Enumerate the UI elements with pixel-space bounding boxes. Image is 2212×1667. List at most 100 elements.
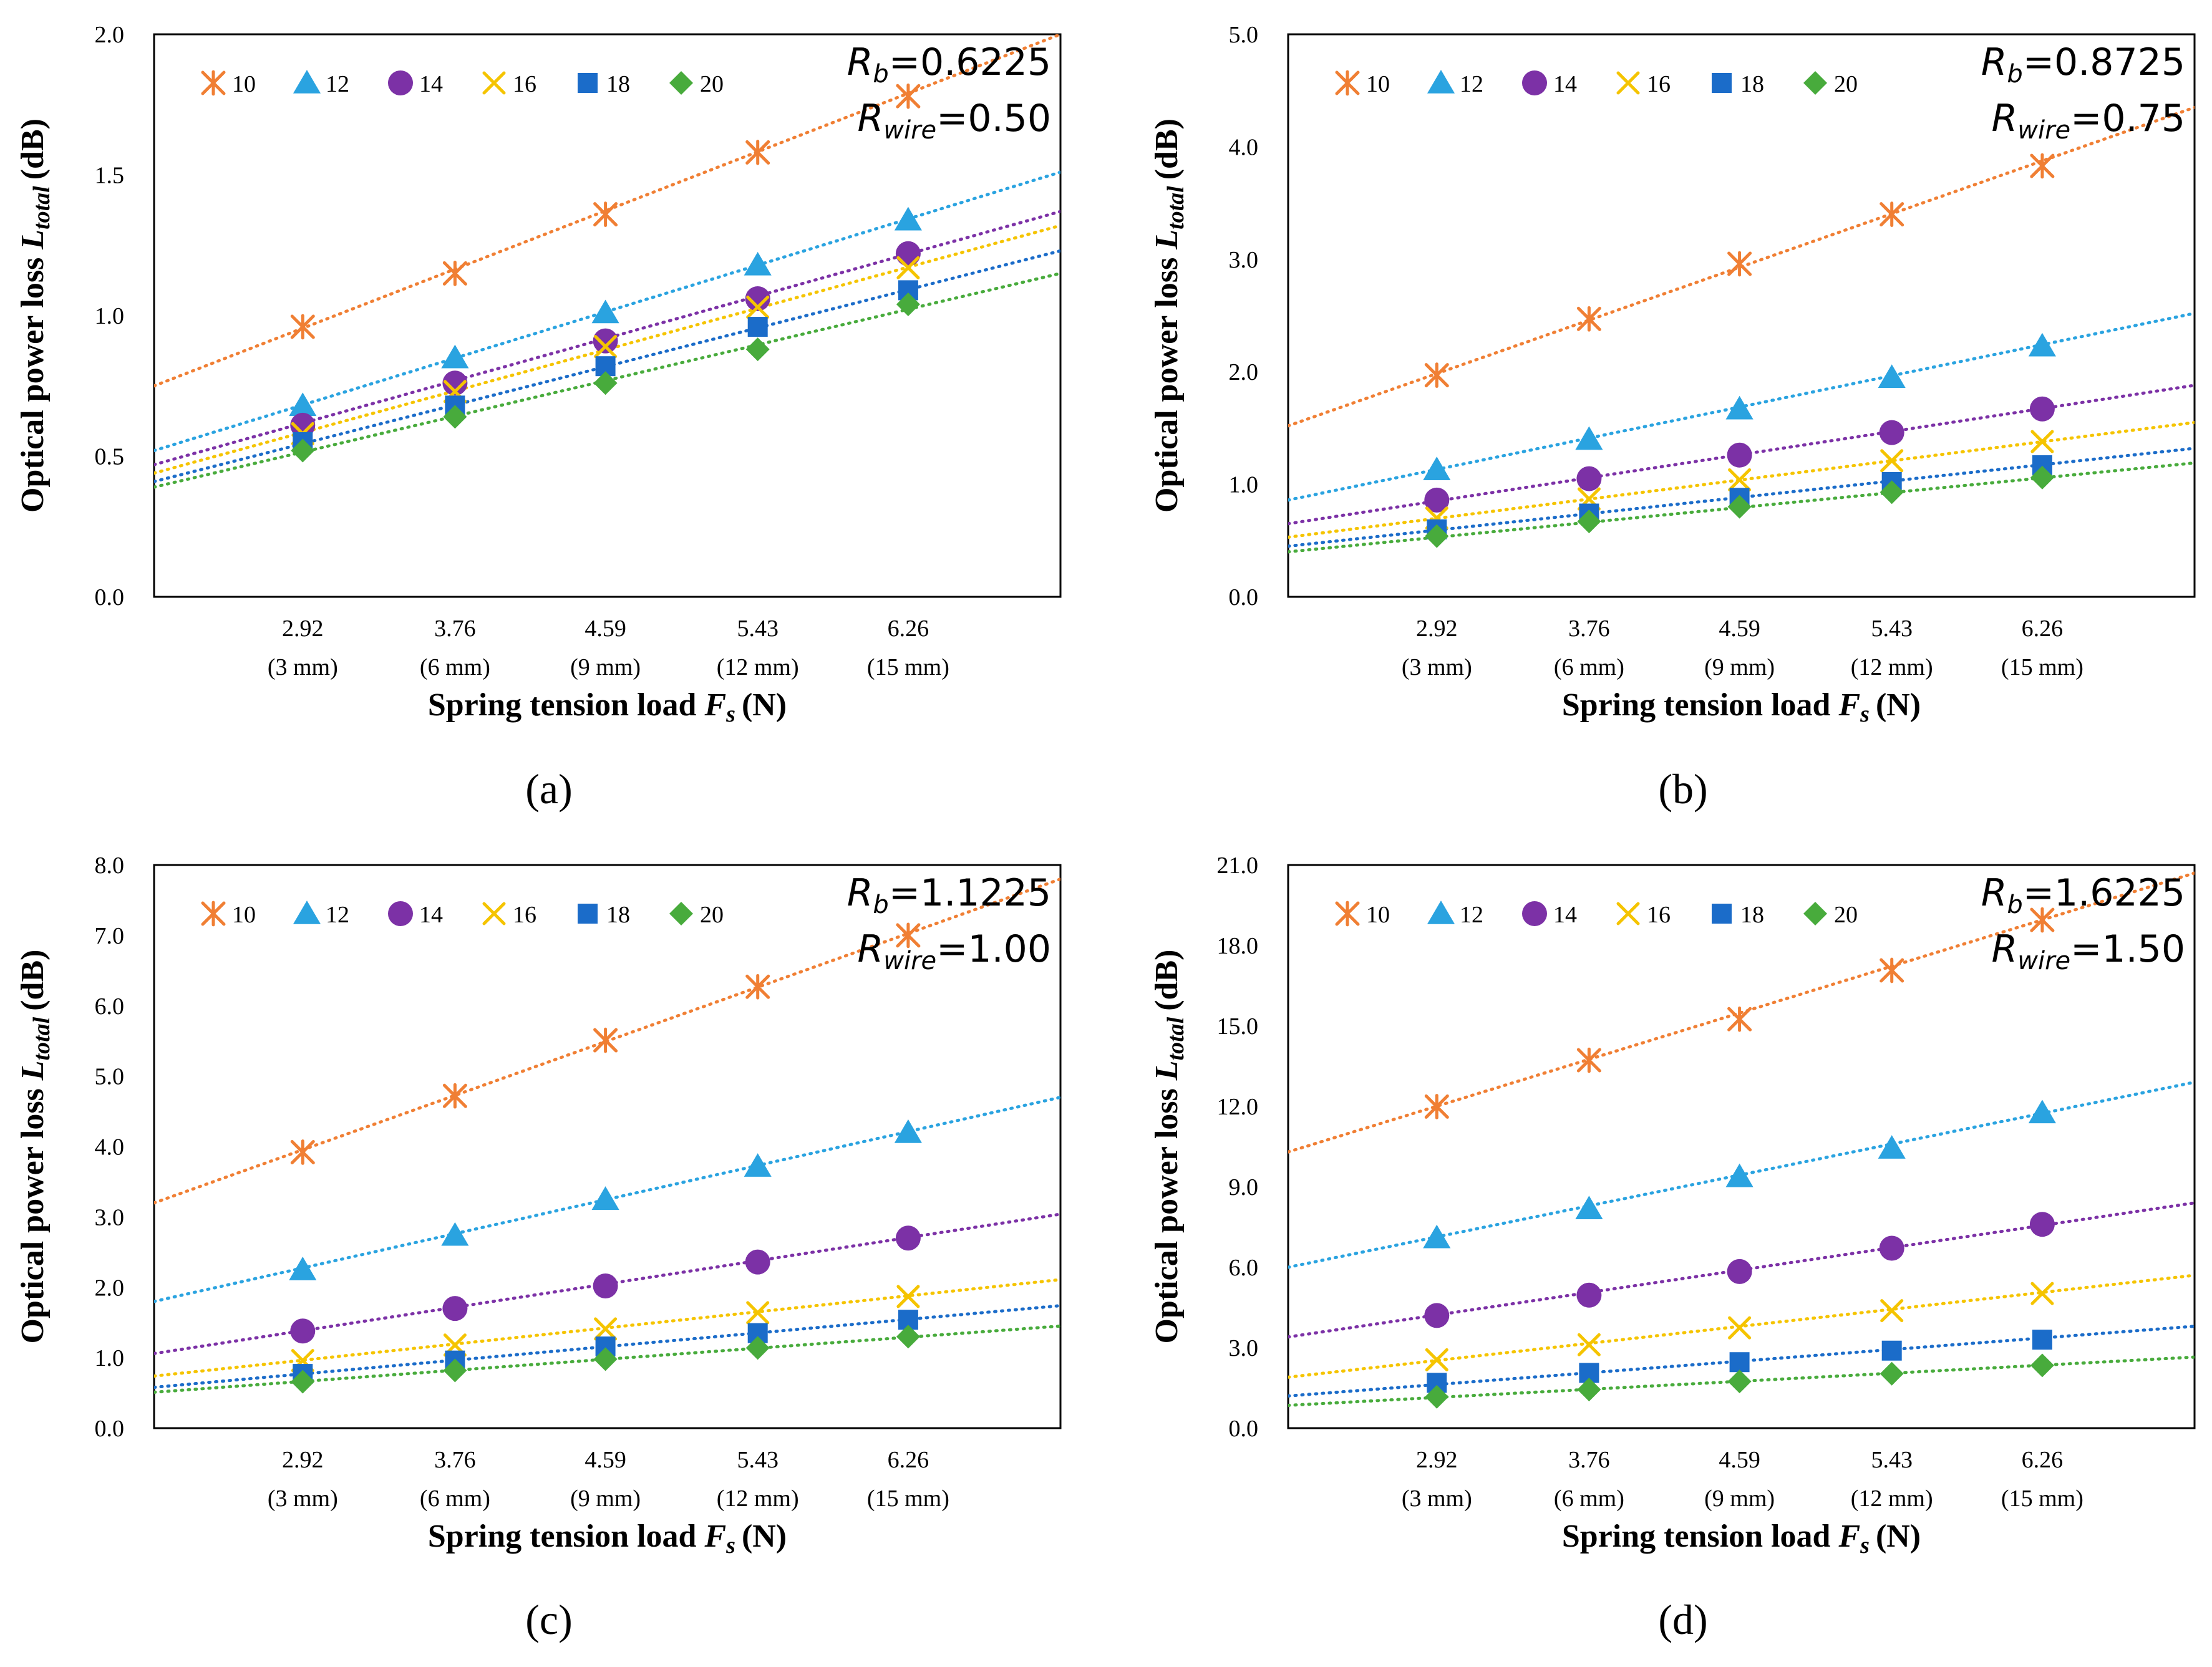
- point-series-20: [291, 1370, 315, 1394]
- y-tick-label: 0.5: [95, 444, 125, 470]
- point-series-14: [593, 1273, 618, 1298]
- legend-label: 18: [606, 71, 630, 97]
- plot-area: [1287, 864, 2196, 1429]
- legend-marker-12: [1427, 70, 1455, 94]
- point-series-12: [1575, 426, 1603, 450]
- point-series-14: [593, 328, 618, 354]
- legend-marker-10: [1335, 70, 1360, 96]
- x-tick-sublabel: (12 mm): [1851, 654, 1933, 680]
- point-series-12: [591, 299, 619, 324]
- rwire-annotation: Rwire=1.50: [1992, 927, 2185, 975]
- point-series-18: [1881, 1340, 1902, 1361]
- point-series-10: [1880, 201, 1904, 227]
- x-tick-sublabel: (9 mm): [1704, 654, 1775, 680]
- legend-marker-20: [1803, 902, 1827, 925]
- legend-marker-10: [1335, 901, 1360, 927]
- plot-area: [153, 864, 1062, 1429]
- x-tick-label: 6.26: [2022, 616, 2064, 642]
- rb-annotation: Rb=0.6225: [847, 41, 1051, 89]
- y-tick-label: 0.0: [1229, 584, 1259, 611]
- x-tick-label: 2.92: [1416, 616, 1458, 642]
- y-tick-label: 3.0: [95, 1204, 125, 1230]
- y-axis-label: Optical power loss Ltotal(dB): [15, 950, 55, 1344]
- x-tick-sublabel: (6 mm): [420, 654, 490, 680]
- point-series-12: [1725, 395, 1754, 420]
- panel-label: (c): [525, 1596, 572, 1643]
- x-tick-sublabel: (3 mm): [268, 654, 338, 680]
- point-series-20: [1880, 1361, 1904, 1386]
- legend-label: 16: [513, 71, 536, 97]
- legend-label: 12: [326, 71, 349, 97]
- point-series-16: [896, 256, 920, 279]
- point-series-10: [1727, 1006, 1752, 1032]
- point-series-14: [1424, 1303, 1450, 1328]
- point-series-10: [2030, 907, 2055, 933]
- point-series-10: [745, 974, 770, 1000]
- point-series-20: [2030, 1353, 2054, 1378]
- point-series-20: [745, 1336, 770, 1360]
- x-tick-sublabel: (15 mm): [867, 1486, 949, 1512]
- y-tick-label: 12.0: [1217, 1094, 1259, 1120]
- point-series-10: [896, 83, 921, 109]
- rb-annotation: Rb=0.8725: [1981, 41, 2185, 89]
- y-tick-label: 2.0: [95, 22, 125, 48]
- point-series-12: [441, 344, 469, 369]
- x-tick-sublabel: (12 mm): [717, 1486, 799, 1512]
- point-series-20: [443, 405, 467, 429]
- legend-label: 14: [419, 902, 443, 928]
- legend-label: 20: [700, 902, 724, 928]
- point-series-14: [442, 370, 468, 396]
- point-series-16: [1728, 1316, 1752, 1340]
- point-series-14: [1576, 466, 1602, 491]
- legend-marker-14: [1522, 901, 1547, 926]
- point-series-14: [895, 1225, 921, 1251]
- point-series-20: [896, 292, 920, 316]
- legend-label: 14: [1553, 902, 1577, 928]
- point-series-12: [591, 1186, 619, 1210]
- point-series-10: [896, 922, 921, 949]
- y-tick-label: 6.0: [95, 993, 125, 1020]
- point-series-20: [593, 371, 618, 395]
- point-series-10: [442, 261, 467, 286]
- y-tick-label: 4.0: [1229, 134, 1259, 160]
- y-tick-label: 9.0: [1229, 1174, 1259, 1201]
- y-tick-label: 4.0: [95, 1134, 125, 1161]
- y-tick-label: 2.0: [1229, 359, 1259, 385]
- legend-label: 16: [513, 902, 536, 928]
- legend-label: 14: [419, 71, 443, 97]
- legend-label: 20: [700, 71, 724, 97]
- legend-label: 20: [1834, 71, 1858, 97]
- legend-label: 18: [1740, 902, 1764, 928]
- chart-panel-d: 0.0 3.0 6.0 9.0 12.0 15.0 18.0 21.0 2.92 (3 mm) 3.…: [1149, 853, 2196, 1558]
- legend-marker-16: [482, 71, 506, 95]
- legend-marker-20: [1803, 71, 1827, 95]
- x-tick-sublabel: (3 mm): [268, 1486, 338, 1512]
- y-tick-label: 6.0: [1229, 1255, 1259, 1281]
- point-series-12: [1878, 1135, 1906, 1159]
- x-tick-sublabel: (9 mm): [570, 654, 641, 680]
- point-series-20: [1425, 524, 1449, 548]
- legend-label: 16: [1647, 71, 1671, 97]
- legend-marker-16: [482, 902, 506, 925]
- legend-label: 12: [326, 902, 349, 928]
- y-tick-label: 7.0: [95, 923, 125, 949]
- legend-marker-14: [388, 70, 413, 95]
- point-series-12: [2028, 1099, 2056, 1124]
- legend-label: 12: [1460, 902, 1483, 928]
- point-series-20: [443, 1358, 467, 1383]
- point-series-14: [2029, 396, 2055, 422]
- panel-label: (a): [525, 765, 572, 813]
- x-tick-label: 2.92: [1416, 1447, 1458, 1473]
- y-tick-label: 0.0: [1229, 1416, 1259, 1442]
- x-tick-label: 3.76: [1568, 1447, 1610, 1473]
- point-series-14: [1879, 1235, 1904, 1261]
- y-tick-label: 1.0: [1229, 472, 1259, 498]
- x-tick-sublabel: (3 mm): [1402, 654, 1472, 680]
- y-axis-label: Optical power loss Ltotal(dB): [1149, 118, 1189, 513]
- x-tick-sublabel: (6 mm): [1554, 1486, 1624, 1512]
- point-series-12: [894, 1119, 922, 1143]
- point-series-12: [894, 206, 922, 231]
- x-tick-label: 3.76: [434, 1447, 476, 1473]
- point-series-14: [895, 241, 921, 266]
